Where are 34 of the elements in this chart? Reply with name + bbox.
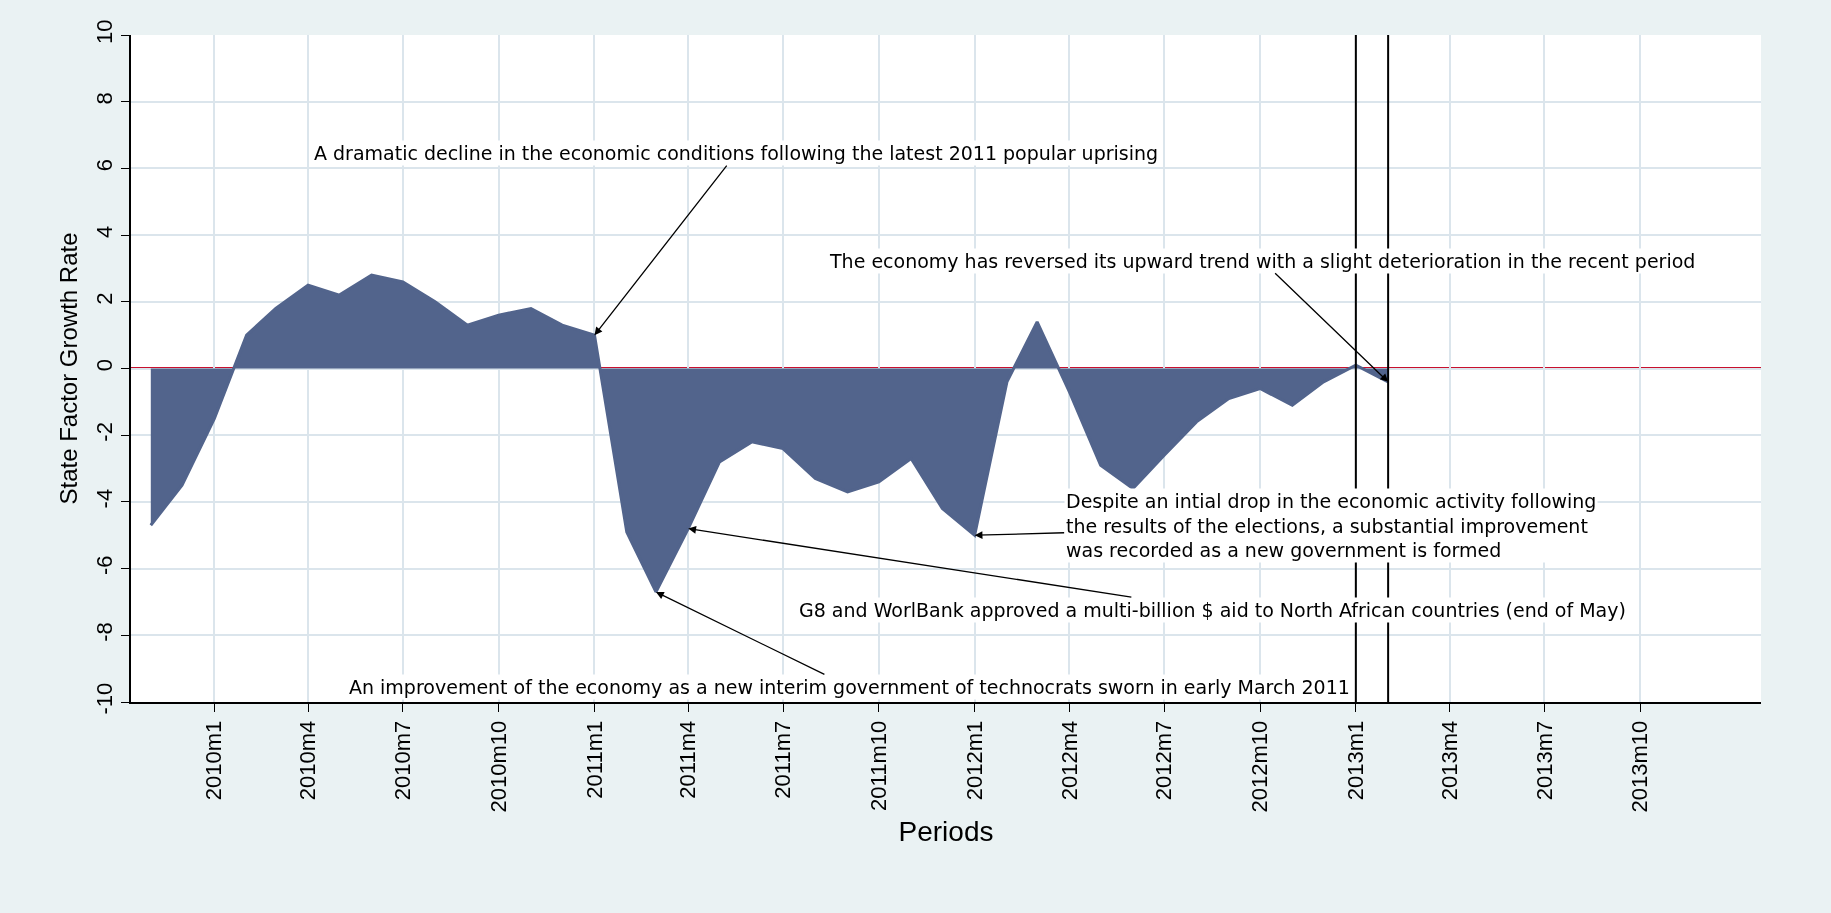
y-tick-label: 6	[92, 158, 118, 172]
annotation: Despite an intial drop in the economic activity following the results of the elections, a substantial improvement was recorded as a new government is formed	[1066, 490, 1597, 562]
x-tick-label: 2012m1	[961, 720, 987, 801]
x-tick-label: 2010m10	[485, 720, 511, 813]
y-tick-label: -8	[92, 622, 118, 642]
x-tick-label: 2013m4	[1436, 720, 1462, 801]
x-tick-label: 2013m7	[1531, 720, 1557, 801]
annotation: A dramatic decline in the economic conditions following the latest 2011 popular uprising	[314, 142, 1159, 164]
y-tick-label: 10	[92, 19, 118, 44]
x-tick-label: 2011m1	[581, 720, 607, 799]
y-tick-label: 0	[92, 359, 118, 372]
x-tick-label: 2012m7	[1151, 720, 1177, 801]
x-tick-label: 2012m10	[1247, 720, 1273, 813]
x-axis-title: Periods	[898, 816, 994, 848]
y-tick-label: -6	[92, 555, 118, 576]
x-tick-label: 2013m1	[1342, 720, 1368, 801]
y-tick-label: 8	[92, 92, 118, 105]
x-tick-label: 2010m7	[389, 720, 415, 801]
x-tick-label: 2011m7	[770, 720, 796, 799]
y-tick-label: 2	[92, 292, 118, 305]
annotation: G8 and WorlBank approved a multi-billion $ aid to North African countries (end of May)	[799, 599, 1626, 621]
x-tick-label: 2010m4	[295, 720, 321, 801]
annotation: The economy has reversed its upward trend with a slight deterioration in the recent period	[829, 250, 1696, 272]
y-tick-label: -10	[92, 682, 118, 715]
y-axis-title: State Factor Growth Rate	[54, 232, 82, 505]
x-tick-label: 2012m4	[1056, 720, 1082, 801]
y-tick-label: -4	[92, 488, 118, 509]
x-tick-label: 2013m10	[1627, 720, 1653, 813]
x-tick-label: 2011m4	[675, 720, 701, 799]
annotation: An improvement of the economy as a new interim government of technocrats sworn in early March 2011	[349, 676, 1350, 698]
y-tick-label: -2	[92, 422, 118, 442]
x-tick-label: 2010m1	[201, 720, 227, 801]
x-tick-label: 2011m10	[865, 720, 891, 811]
y-tick-label: 4	[92, 225, 118, 238]
